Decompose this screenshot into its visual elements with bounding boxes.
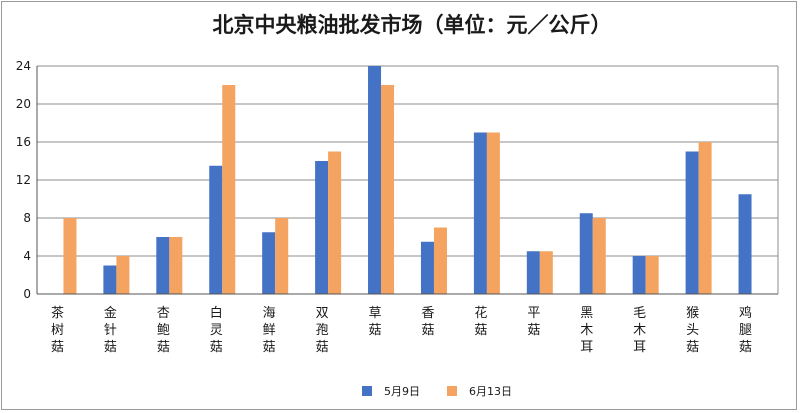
bar-series2: [592, 218, 606, 294]
y-tick-label: 12: [16, 173, 31, 187]
bar-series2: [486, 132, 500, 294]
bar-series1: [526, 251, 540, 294]
x-category-labels: 茶树菇 金针菇 杏鲍菇 白灵菇 海鲜菇 双孢菇 草菇 香菇 花菇 平菇 黑木耳 毛木耳 猴头菇 鸡腿菇: [51, 305, 752, 355]
x-category-label: 草菇: [369, 306, 382, 338]
bar-series1: [473, 132, 487, 294]
y-tick-label: 16: [16, 135, 31, 149]
y-tick-label: 24: [16, 59, 31, 73]
bars: [63, 66, 752, 294]
bar-series1: [103, 265, 117, 294]
bar-series2: [116, 256, 130, 294]
legend-label: 5月9日: [384, 385, 420, 398]
x-category-label: 鸡腿菇: [739, 305, 752, 355]
bar-series1: [632, 256, 646, 294]
y-tick-labels: 0 4 8 12 16 20 24: [16, 59, 31, 301]
bar-series1: [156, 237, 170, 294]
bar-series1: [685, 151, 699, 294]
legend-swatch: [362, 386, 372, 396]
bar-series2: [275, 218, 289, 294]
bar-series2: [63, 218, 77, 294]
y-tick-label: 20: [16, 97, 31, 111]
x-category-label: 平菇: [527, 306, 540, 338]
bar-series2: [328, 151, 342, 294]
bar-series1: [738, 194, 752, 294]
bar-series2: [222, 85, 236, 294]
y-tick-label: 4: [23, 249, 31, 263]
x-category-label: 双孢菇: [316, 306, 329, 355]
legend-swatch: [447, 386, 457, 396]
bar-series1: [368, 66, 382, 294]
y-tick-label: 0: [23, 287, 31, 301]
chart-title: 北京中央粮油批发市场（单位：元／公斤）: [213, 13, 612, 37]
x-category-label: 金针菇: [104, 305, 117, 355]
axes: [36, 66, 779, 295]
bar-series2: [645, 256, 659, 294]
gridlines: [37, 65, 778, 295]
x-category-label: 杏鲍菇: [157, 306, 170, 355]
legend-label: 6月13日: [469, 385, 512, 398]
x-category-label: 猴头菇: [686, 306, 699, 355]
x-category-label: 黑木耳: [580, 306, 593, 355]
y-tick-label: 8: [23, 211, 31, 225]
x-category-label: 花菇: [474, 305, 487, 338]
x-category-label: 海鲜菇: [263, 306, 276, 355]
x-category-label: 茶树菇: [51, 305, 64, 355]
bar-series2: [169, 237, 183, 294]
x-category-label: 香菇: [421, 306, 434, 338]
bar-series1: [420, 241, 434, 294]
x-category-label: 白灵菇: [210, 305, 223, 355]
bar-series1: [579, 213, 593, 294]
bar-series1: [209, 165, 223, 294]
bar-series2: [433, 227, 447, 294]
bar-series2: [539, 251, 553, 294]
legend: 5月9日 6月13日: [362, 385, 512, 398]
bar-series2: [381, 85, 395, 294]
bar-series2: [698, 142, 712, 294]
bar-series1: [315, 161, 329, 294]
bar-series1: [262, 232, 276, 294]
x-category-label: 毛木耳: [633, 306, 646, 355]
